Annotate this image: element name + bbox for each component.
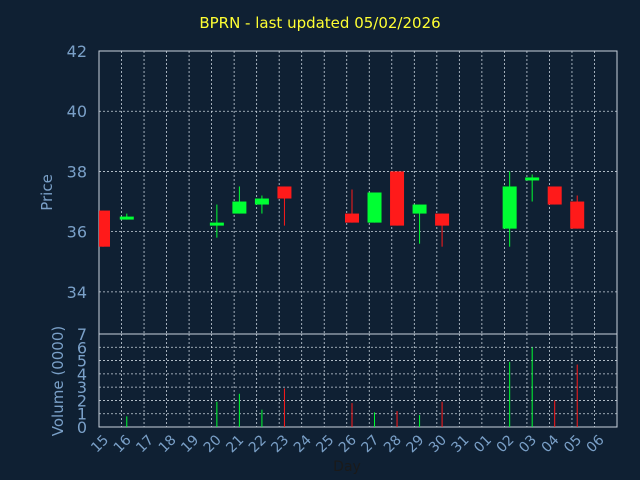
x-tick-label: 17 bbox=[133, 432, 157, 456]
price-axis-label: Price bbox=[38, 174, 56, 211]
volume-tick-label: 2 bbox=[77, 391, 87, 410]
candle-body bbox=[232, 201, 247, 214]
x-tick-label: 22 bbox=[246, 432, 270, 456]
x-tick-label: 06 bbox=[584, 432, 608, 456]
candle-body bbox=[547, 186, 562, 205]
x-tick-label: 04 bbox=[539, 432, 563, 456]
x-tick-label: 05 bbox=[561, 432, 585, 456]
candle-body bbox=[345, 213, 359, 223]
x-tick-label: 02 bbox=[494, 432, 518, 456]
price-tick-label: 34 bbox=[67, 283, 87, 302]
price-tick-label: 38 bbox=[67, 162, 87, 181]
volume-tick-label: 7 bbox=[77, 325, 87, 344]
volume-tick-label: 5 bbox=[77, 352, 87, 371]
volume-panel-frame bbox=[98, 333, 618, 428]
volume-tick-label: 6 bbox=[77, 338, 87, 357]
candle-body bbox=[119, 216, 134, 220]
volume-tick-label: 0 bbox=[77, 418, 87, 437]
candle-body bbox=[99, 210, 110, 247]
candle-body bbox=[209, 222, 224, 226]
candle-body bbox=[254, 198, 269, 205]
x-tick-label: 18 bbox=[156, 432, 180, 456]
x-tick-label: 26 bbox=[336, 432, 360, 456]
volume-tick-label: 4 bbox=[77, 365, 87, 384]
x-tick-label: 16 bbox=[111, 432, 135, 456]
x-tick-label: 15 bbox=[88, 432, 112, 456]
price-tick-label: 42 bbox=[67, 42, 87, 61]
x-tick-label: 20 bbox=[201, 432, 225, 456]
price-tick-label: 40 bbox=[67, 102, 87, 121]
x-tick-label: 27 bbox=[358, 432, 382, 456]
x-tick-label: 24 bbox=[291, 432, 315, 456]
chart-title: BPRN - last updated 05/02/2026 bbox=[199, 14, 441, 32]
candle-body bbox=[367, 192, 382, 223]
volume-tick-label: 1 bbox=[77, 405, 87, 424]
candle-body bbox=[435, 213, 450, 226]
candle-body bbox=[525, 177, 540, 181]
x-tick-label: 25 bbox=[313, 432, 337, 456]
candle-body bbox=[570, 201, 585, 229]
x-tick-label: 19 bbox=[178, 432, 202, 456]
x-tick-label: 23 bbox=[268, 432, 292, 456]
x-tick-label: 28 bbox=[381, 432, 405, 456]
x-tick-label: 21 bbox=[223, 432, 247, 456]
x-axis-label: Day bbox=[333, 459, 361, 475]
candle-body bbox=[390, 171, 405, 226]
x-tick-label: 30 bbox=[426, 432, 450, 456]
candle-body bbox=[502, 186, 517, 229]
volume-tick-label: 3 bbox=[77, 378, 87, 397]
x-tick-label: 01 bbox=[471, 432, 495, 456]
volume-axis-label: Volume (0000) bbox=[49, 326, 67, 436]
x-tick-label: 29 bbox=[404, 432, 428, 456]
x-tick-label: 03 bbox=[516, 432, 540, 456]
price-tick-label: 36 bbox=[67, 223, 87, 242]
candle-body bbox=[277, 186, 292, 199]
candle-body bbox=[412, 204, 427, 214]
x-tick-label: 31 bbox=[449, 432, 473, 456]
